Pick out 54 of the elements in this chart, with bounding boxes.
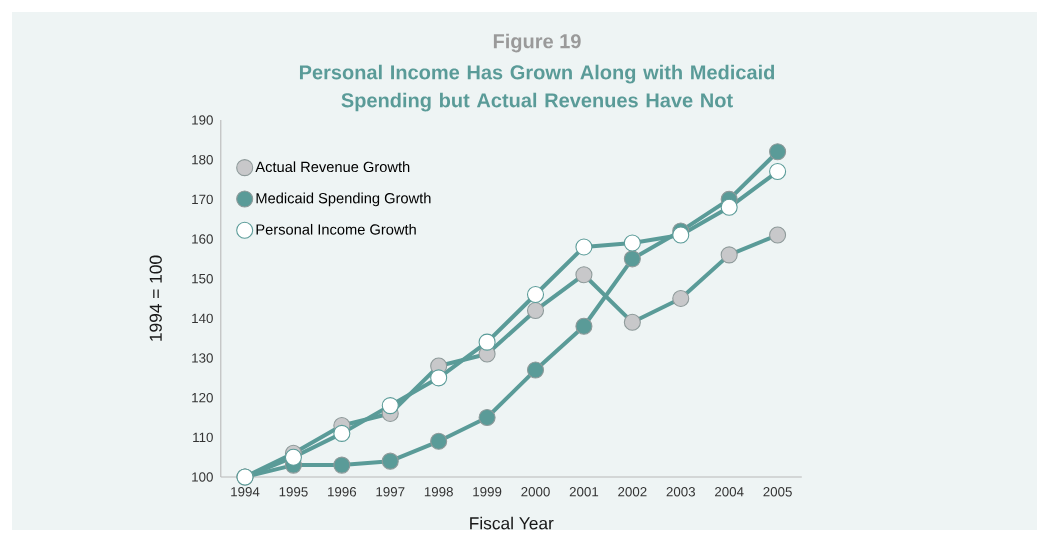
point [623, 250, 641, 268]
y-tick-label: 130 [192, 353, 213, 363]
point [623, 234, 641, 252]
y-axis-title: 1994 = 100 [149, 255, 162, 341]
point [381, 397, 399, 415]
y-tick-label: 160 [192, 234, 213, 244]
y-tick-label: 120 [192, 392, 213, 403]
x-tick-label: 1997 [376, 487, 405, 497]
point [769, 163, 787, 181]
point [430, 369, 448, 387]
point [526, 286, 545, 304]
point [430, 432, 448, 450]
point [623, 313, 641, 331]
point [720, 246, 738, 264]
x-tick-label: 1999 [473, 487, 502, 497]
x-tick-label: 1998 [424, 487, 453, 497]
y-tick-label: 180 [192, 154, 213, 165]
legend-label: Medicaid Spending Growth [256, 192, 431, 207]
x-tick-label: 2002 [618, 487, 647, 497]
y-tick-label: 140 [192, 313, 213, 324]
point [672, 226, 690, 244]
legend-label: Actual Revenue Growth [255, 161, 410, 173]
point [478, 408, 496, 427]
point [526, 361, 545, 379]
point [284, 448, 302, 466]
x-tick-label: 2003 [666, 487, 695, 497]
chart-title: Figure 19 [493, 33, 581, 53]
point [672, 289, 690, 308]
x-tick-label: 2004 [715, 487, 744, 497]
x-tick-label: 2000 [521, 487, 550, 497]
point [333, 456, 351, 474]
point [575, 266, 593, 284]
point [720, 198, 738, 216]
point [769, 226, 787, 244]
x-tick-label: 1994 [231, 487, 260, 497]
y-tick-label: 190 [192, 115, 213, 125]
point [575, 238, 593, 256]
y-tick-label: 150 [192, 273, 213, 284]
point [526, 301, 545, 319]
legend-label: Personal Income Growth [256, 223, 416, 235]
x-tick-label: 1996 [328, 487, 357, 497]
y-tick-label: 110 [193, 432, 213, 443]
chart-subtitle: Personal Income Has Grown Along with Medicaid Spending but Actual Revenues Have Not [299, 64, 775, 112]
point [381, 452, 399, 470]
point [333, 424, 351, 442]
x-tick-label: 1995 [279, 487, 308, 497]
y-tick-label: 170 [192, 194, 213, 205]
x-axis-title: Fiscal Year [470, 516, 554, 530]
point [575, 317, 593, 335]
point [769, 143, 787, 161]
x-tick-label: 2001 [569, 487, 599, 497]
point [478, 333, 496, 351]
x-tick-label: 2005 [763, 487, 792, 497]
y-tick-label: 100 [192, 472, 213, 482]
